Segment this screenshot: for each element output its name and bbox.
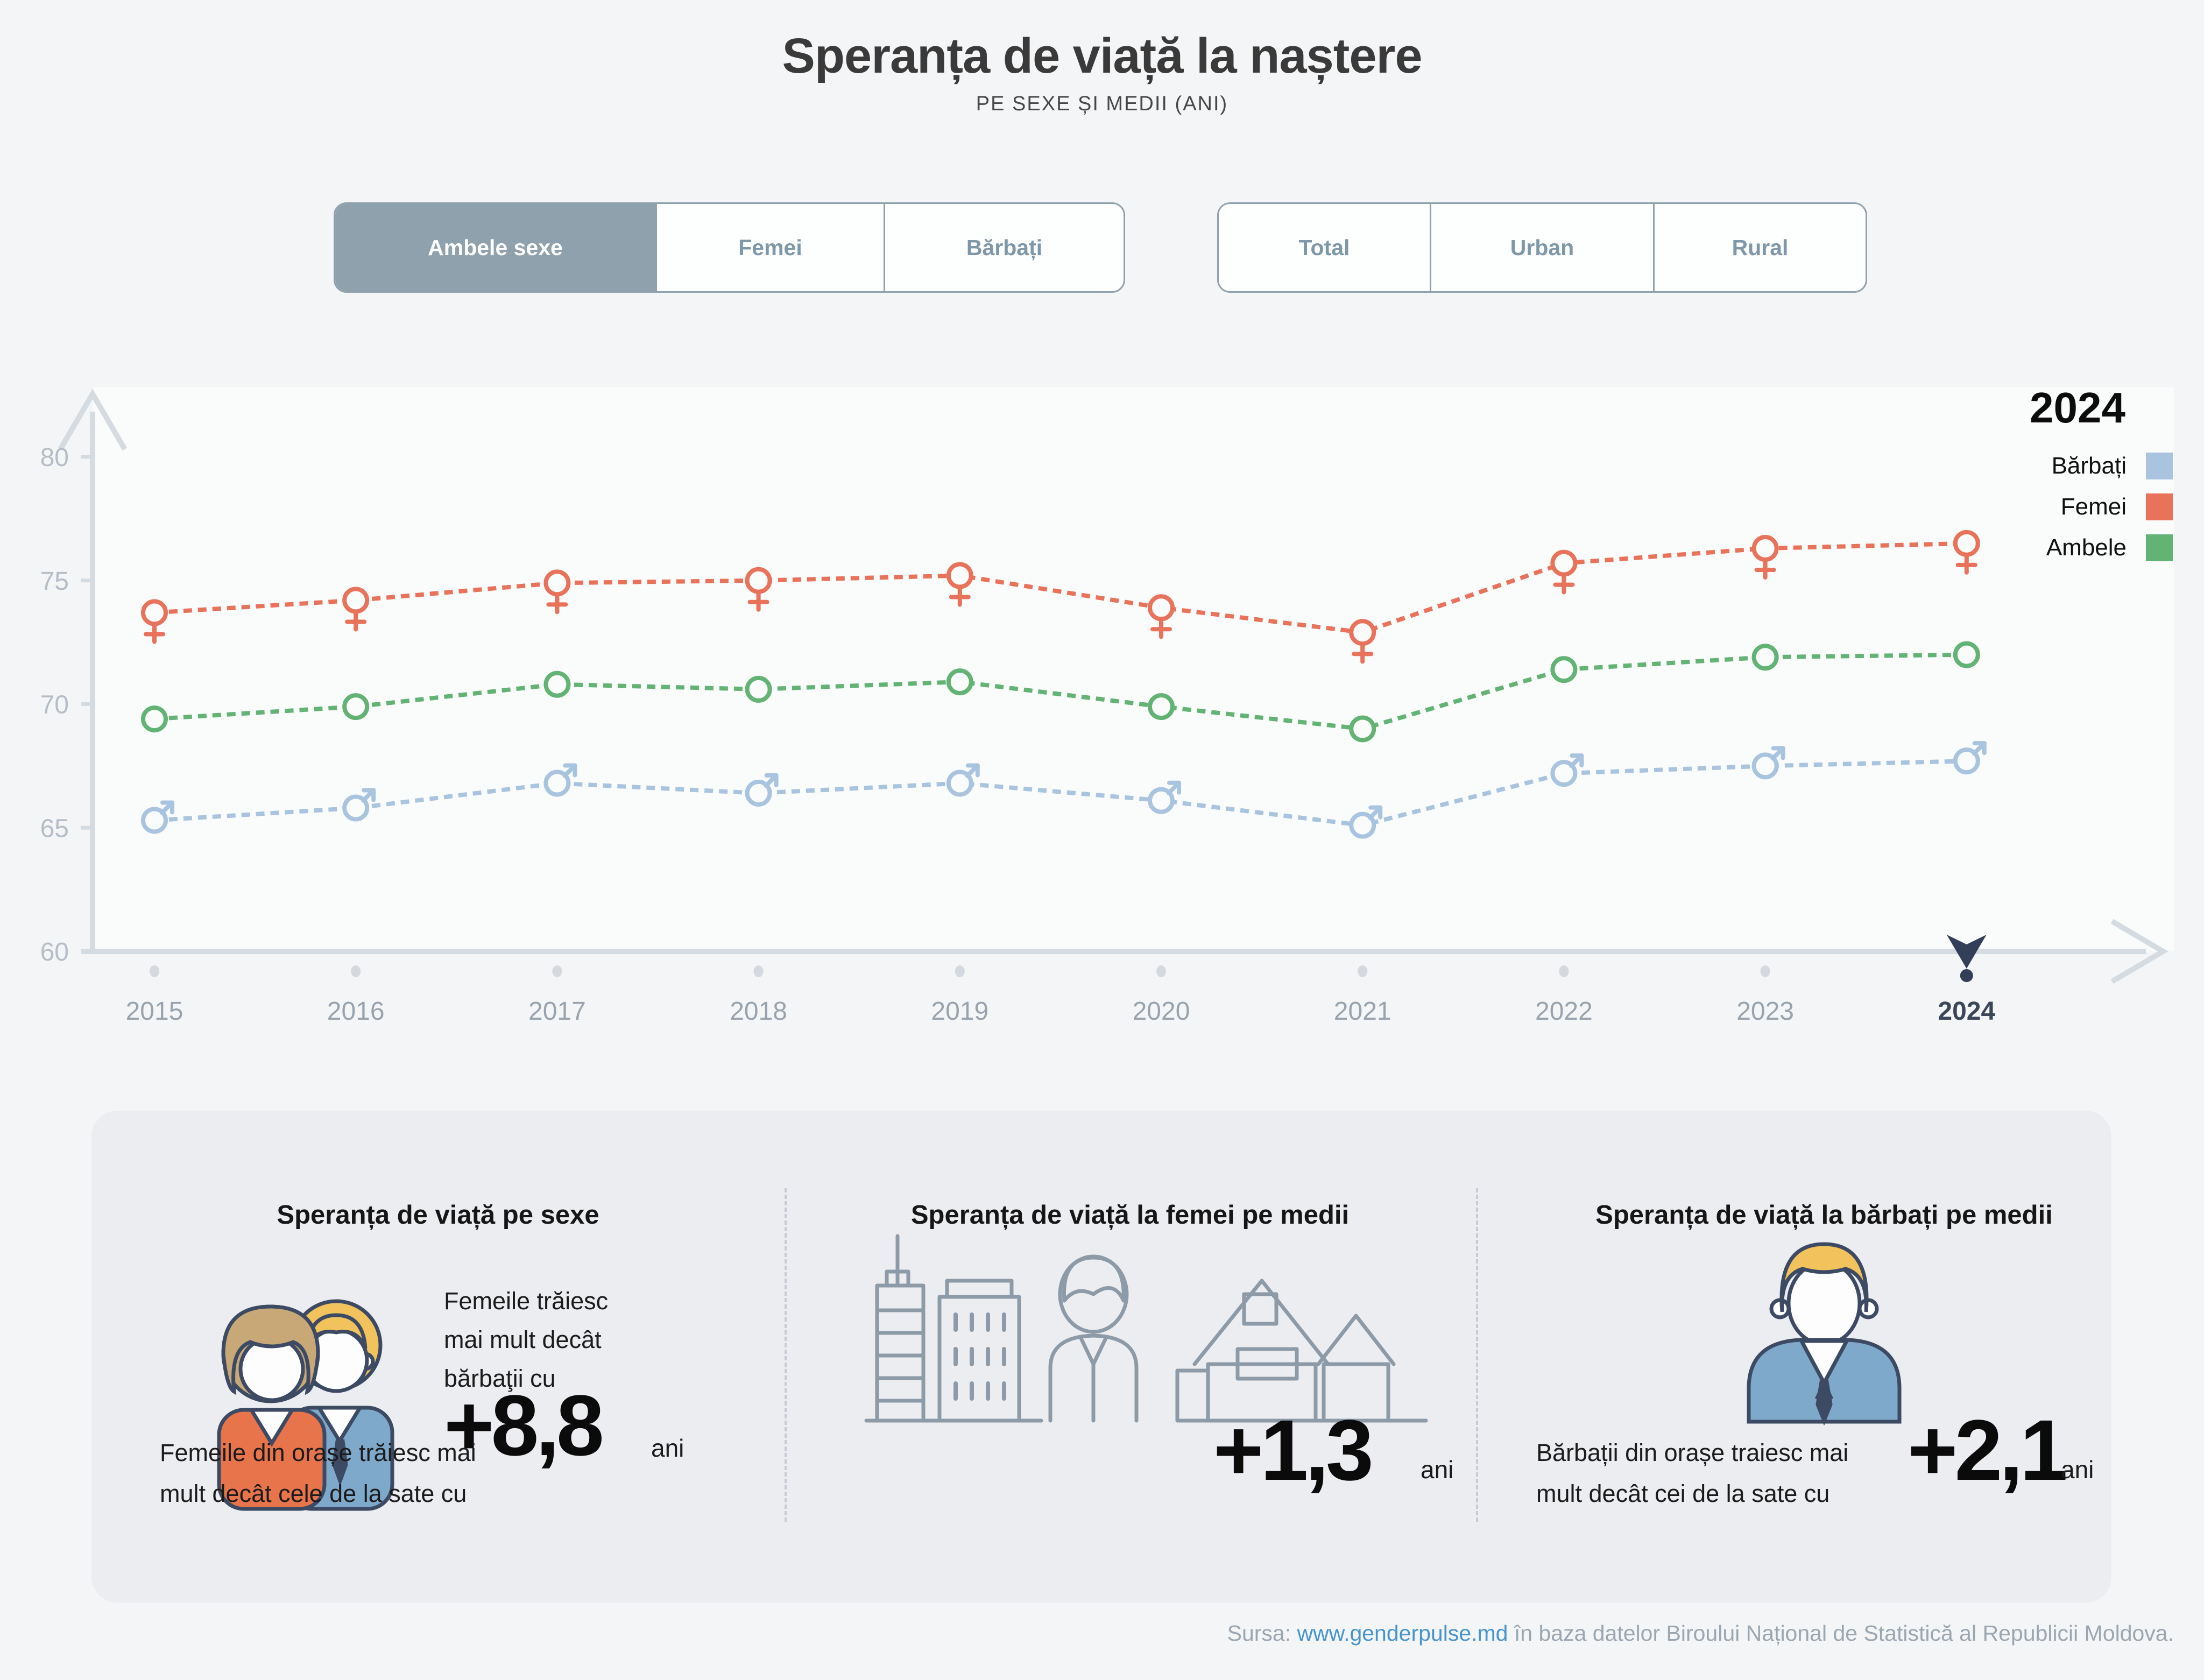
card-sexes-value: +8,8 — [444, 1377, 604, 1473]
toggle-medii-urban[interactable]: Urban — [1431, 204, 1655, 291]
year-cursor-icon — [1946, 935, 1987, 969]
card-divider — [785, 1188, 787, 1522]
legend-swatch-icon — [2146, 534, 2173, 561]
legend-label: Ambele — [2046, 534, 2127, 561]
woman-and-man-icon — [217, 1299, 394, 1511]
legend-year: 2024 — [2030, 384, 2125, 432]
sex-toggle-group: Ambele sexe Femei Bărbați — [334, 202, 1125, 293]
legend-swatch-icon — [2146, 453, 2173, 479]
svg-text:2015: 2015 — [126, 997, 183, 1026]
card-sexes-title: Speranța de viață pe sexe — [277, 1201, 599, 1230]
toggle-sex-femei[interactable]: Femei — [657, 204, 885, 291]
page-title: Speranța de viață la naștere — [782, 29, 1422, 83]
svg-text:60: 60 — [40, 938, 69, 966]
card-divider — [1476, 1188, 1478, 1522]
toggle-sex-ambele-sexe[interactable]: Ambele sexe — [335, 204, 657, 291]
source-suffix: în baza datelor Biroului Național de Sta… — [1508, 1621, 2174, 1646]
page-subtitle: PE SEXE ȘI MEDII (ANI) — [976, 93, 1228, 115]
card-sexes-text: Femeile trăiesc mai mult decât bărbaţii … — [444, 1287, 609, 1392]
svg-text:70: 70 — [40, 691, 69, 719]
svg-text:80: 80 — [40, 443, 69, 472]
card-sexes-unit: ani — [651, 1434, 684, 1462]
source-prefix: Sursa: — [1227, 1621, 1297, 1646]
svg-text:75: 75 — [40, 567, 69, 596]
toggle-medii-total[interactable]: Total — [1219, 204, 1431, 291]
svg-text:2024: 2024 — [1938, 997, 1995, 1026]
legend-label: Bărbați — [2051, 453, 2127, 479]
svg-text:2020: 2020 — [1133, 997, 1190, 1026]
card-men-unit: ani — [2061, 1456, 2094, 1484]
medii-toggle-group: Total Urban Rural — [1217, 202, 1867, 293]
card-women-text: Femeile din orașe trăiesc mai mult decât… — [160, 1439, 476, 1507]
legend-swatch-icon — [2146, 493, 2173, 520]
source-line: Sursa: www.genderpulse.md în baza datelo… — [1227, 1621, 2174, 1646]
svg-text:2023: 2023 — [1736, 997, 1794, 1026]
card-men-value: +2,1 — [1908, 1402, 2068, 1498]
legend-row: Bărbați — [1916, 446, 2173, 486]
card-men-title: Speranța de viață la bărbați pe medii — [1595, 1201, 2053, 1230]
legend-row: Ambele — [1916, 527, 2173, 568]
toggle-sex-bărbați[interactable]: Bărbați — [885, 204, 1124, 291]
life-expectancy-chart: 60 65 70 75 80 2015 2016 2017 2018 2019 2020 2021 20… — [40, 387, 2174, 1026]
source-link[interactable]: www.genderpulse.md — [1297, 1621, 1508, 1646]
toggle-medii-rural[interactable]: Rural — [1655, 204, 1866, 291]
svg-text:2016: 2016 — [327, 997, 385, 1026]
svg-text:65: 65 — [40, 814, 69, 843]
legend-label: Femei — [2060, 493, 2127, 520]
city-woman-village-icon — [864, 1234, 1428, 1423]
man-icon — [1747, 1242, 1902, 1426]
summary-cards-panel: Speranța de viață pe sexe Femeile trăies… — [91, 1111, 2111, 1603]
legend-row: Femei — [1916, 486, 2173, 527]
svg-text:2019: 2019 — [931, 997, 988, 1026]
card-women-title: Speranța de viață la femei pe medii — [910, 1201, 1350, 1230]
card-women-value: +1,3 — [1213, 1402, 1374, 1498]
card-men-text: Bărbații din orașe traiesc mai mult decâ… — [1536, 1439, 1849, 1507]
svg-text:2017: 2017 — [528, 997, 586, 1026]
svg-text:2021: 2021 — [1334, 997, 1391, 1026]
card-women-unit: ani — [1421, 1456, 1454, 1484]
svg-text:2018: 2018 — [730, 997, 787, 1026]
svg-text:2022: 2022 — [1535, 997, 1593, 1026]
chart-legend: Bărbați Femei Ambele — [1916, 446, 2173, 568]
